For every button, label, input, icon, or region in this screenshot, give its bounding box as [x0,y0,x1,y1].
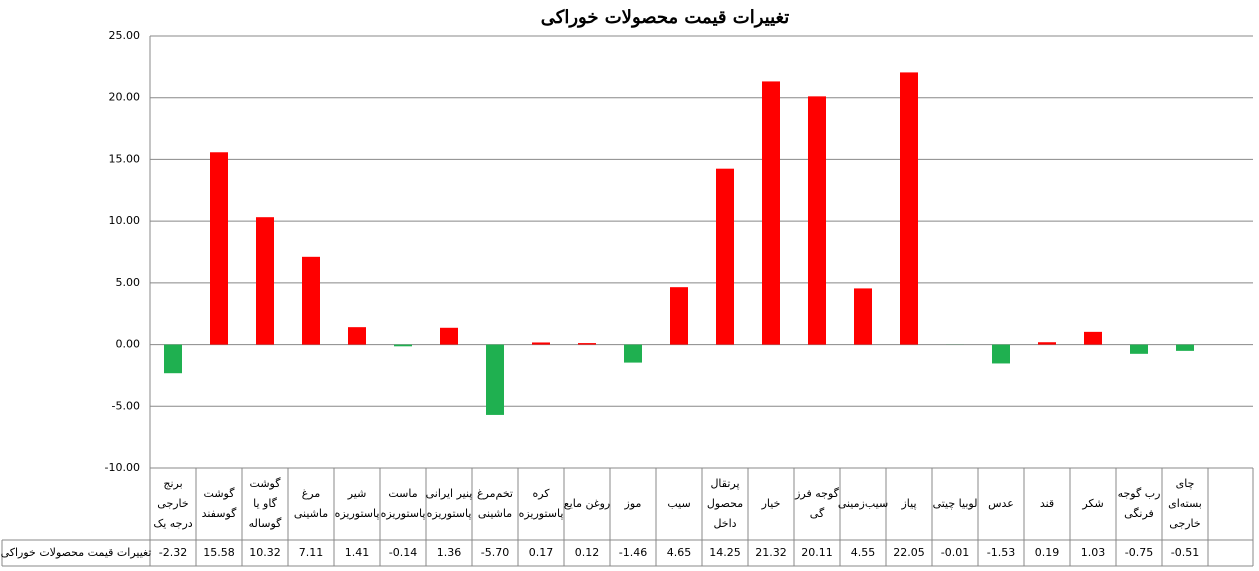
x-tick-label: لوبیا چیتی [933,497,978,510]
y-tick-label: 0.00 [116,338,141,351]
y-tick-label: -5.00 [112,399,140,412]
bar [256,217,274,345]
x-tick-label: خیار [761,497,781,510]
value-label: -0.01 [941,546,969,559]
x-tick-label: سیب [667,497,690,510]
x-tick-label: قند [1040,497,1054,510]
bar [440,327,458,345]
x-tick-label: تخم‌مرغ [477,487,513,500]
value-label: 4.55 [851,546,876,559]
bar [1084,331,1102,345]
x-tick-label: برنج [163,477,182,490]
x-tick-label: گوجه فرز [794,487,840,500]
bar [210,152,228,345]
x-tick-label: چای [1176,477,1195,490]
y-tick-label: 25.00 [109,29,141,42]
x-tick-label: کره [532,487,550,500]
x-tick-label: رب گوجه [1118,487,1161,500]
bar [992,344,1010,364]
value-label: 0.19 [1035,546,1060,559]
x-tick-label: خارجی [157,497,188,510]
y-tick-label: 5.00 [116,276,141,289]
x-tick-label: عدس [988,497,1014,510]
value-label: 0.17 [529,546,554,559]
bar [854,288,872,345]
bar [670,287,688,345]
value-label: -0.75 [1125,546,1153,559]
x-tick-label: بسته‌ای [1168,497,1202,510]
value-label: 21.32 [755,546,787,559]
x-tick-label: درجه یک [153,517,192,530]
bar [1130,344,1148,354]
chart-title: تغییرات قیمت محصولات خوراکی [541,7,789,28]
x-tick-label: مرغ [302,487,321,500]
bar [762,81,780,345]
x-tick-label: گوسفند [202,507,238,520]
bar [348,327,366,345]
x-tick-label: ماشینی [478,507,512,520]
bar [578,343,596,345]
x-tick-label: پیاز [900,497,916,510]
value-label: 20.11 [801,546,833,559]
value-label: 10.32 [249,546,281,559]
bar [900,72,918,345]
y-tick-label: 10.00 [109,214,141,227]
bar [486,344,504,415]
x-tick-label: فرنگی [1124,507,1154,520]
bar [164,344,182,374]
value-label: 22.05 [893,546,925,559]
value-label: 1.03 [1081,546,1106,559]
x-tick-label: محصول [707,497,743,510]
x-tick-label: شکر [1081,497,1103,510]
x-tick-label: سیب‌زمینی [838,497,888,510]
y-tick-label: -10.00 [105,461,140,474]
bar [394,344,412,347]
value-label: -0.51 [1171,546,1199,559]
x-tick-label: پاستوریزه [519,507,564,520]
value-label: -1.46 [619,546,647,559]
value-label: -2.32 [159,546,187,559]
x-tick-label: پرتقال [710,477,739,490]
x-tick-label: ماشینی [294,507,328,520]
value-label: -1.53 [987,546,1015,559]
bar [716,168,734,345]
x-tick-label: موز [624,497,642,510]
x-tick-label: پاستوریزه [335,507,380,520]
bar [808,96,826,345]
bar [532,342,550,345]
value-label: 14.25 [709,546,741,559]
bar [302,256,320,345]
y-tick-label: 15.00 [109,152,141,165]
x-tick-label: پاستوریزه [381,507,426,520]
x-tick-label: شیر [347,487,367,500]
bar [1176,344,1194,351]
series-name: تغییرات قیمت محصولات خوراکی [1,546,152,559]
value-label: -0.14 [389,546,417,559]
value-label: -5.70 [481,546,509,559]
x-tick-label: گوساله [249,517,283,530]
value-label: 1.41 [345,546,370,559]
x-tick-label: گوشت [250,477,282,490]
x-tick-label: ماست [388,487,417,500]
value-label: 1.36 [437,546,462,559]
value-label: 7.11 [299,546,324,559]
value-label: 4.65 [667,546,692,559]
bar [624,344,642,363]
x-tick-label: پنیر ایرانی [426,487,473,500]
x-tick-label: گی [810,507,825,520]
y-tick-label: 20.00 [109,91,141,104]
x-tick-label: روغن مایع [564,497,610,510]
value-label: 15.58 [203,546,235,559]
x-tick-label: خارجی [1169,517,1200,530]
x-tick-label: داخل [713,517,736,530]
value-label: 0.12 [575,546,600,559]
x-tick-label: گوشت [204,487,236,500]
x-tick-label: پاستوریزه [427,507,472,520]
bar [1038,342,1056,345]
x-tick-label: گاو یا [253,497,278,510]
